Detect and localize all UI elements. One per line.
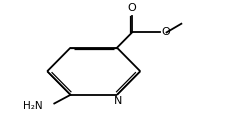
Text: O: O: [161, 27, 170, 37]
Text: N: N: [114, 96, 122, 106]
Text: H₂N: H₂N: [23, 101, 43, 111]
Text: O: O: [128, 3, 136, 13]
